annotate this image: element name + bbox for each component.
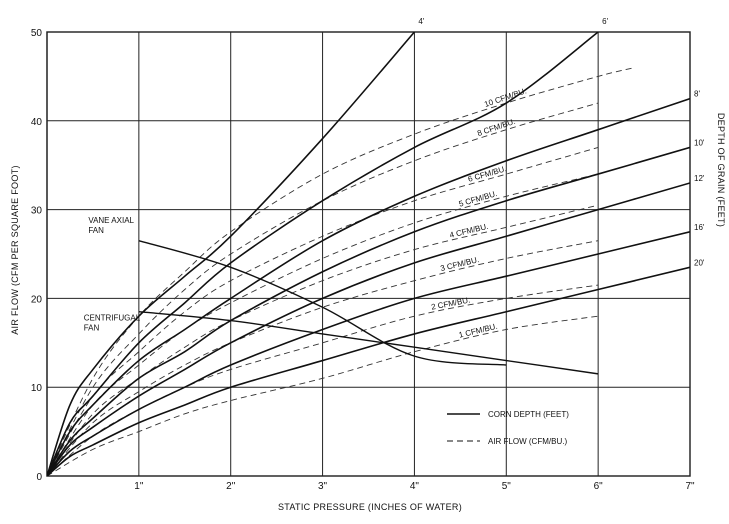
x-tick-label: 1" — [134, 481, 144, 492]
y-tick-label: 20 — [31, 294, 43, 305]
depth-label: 12' — [694, 174, 705, 183]
fan-label-line2: FAN — [84, 324, 100, 333]
depth-curve — [47, 32, 599, 476]
y-tick-label: 40 — [31, 117, 43, 128]
airflow-curve — [47, 204, 599, 476]
airflow-label: 1 CFM/BU. — [458, 322, 499, 340]
depth-label: 6' — [602, 17, 608, 26]
airflow-label: 8 CFM/BU. — [476, 117, 516, 138]
fan-curve — [138, 311, 599, 375]
x-axis-label: STATIC PRESSURE (INCHES OF WATER) — [278, 502, 462, 512]
legend-label: CORN DEPTH (FEET) — [488, 410, 569, 419]
curves — [47, 32, 690, 476]
legend: CORN DEPTH (FEET) AIR FLOW (CFM/BU.) — [447, 410, 569, 446]
depth-curve — [47, 231, 690, 476]
depth-label: 8' — [694, 90, 700, 99]
y2-axis-label: DEPTH OF GRAIN (FEET) — [716, 113, 726, 227]
x-tick-label: 7" — [685, 481, 695, 492]
y-tick-label: 30 — [31, 206, 43, 217]
airflow-curve — [47, 315, 599, 476]
fan-label-line2: FAN — [88, 226, 104, 235]
y-tick-label: 0 — [36, 472, 42, 483]
airflow-label: 4 CFM/BU. — [449, 222, 490, 240]
y-tick-label: 10 — [31, 383, 43, 394]
x-tick-label: 6" — [594, 481, 604, 492]
depth-curve — [47, 182, 690, 476]
airflow-label: 2 CFM/BU. — [430, 295, 471, 311]
legend-label: AIR FLOW (CFM/BU.) — [488, 437, 567, 446]
depth-label: 20' — [694, 258, 705, 267]
y-axis-label: AIR FLOW (CFM PER SQUARE FOOT) — [10, 165, 20, 335]
plot-frame — [46, 31, 691, 477]
airflow-label: 10 CFM/BU. — [483, 86, 528, 109]
x-tick-label: 4" — [410, 481, 420, 492]
depth-curve — [47, 97, 690, 476]
airflow-label: 3 CFM/BU. — [439, 255, 480, 273]
grid — [46, 31, 691, 477]
fan-label: CENTRIFUGAL — [84, 314, 141, 323]
y-tick-label: 50 — [31, 28, 43, 39]
tick-labels: 1" 2" 3" 4" 5" 6" 7" 0 10 20 30 40 50 — [31, 28, 695, 492]
airflow-curve — [47, 67, 635, 476]
x-tick-label: 2" — [226, 481, 236, 492]
fan-curve — [138, 240, 507, 366]
depth-curve — [47, 266, 690, 476]
depth-label: 16' — [694, 223, 705, 232]
x-tick-label: 5" — [502, 481, 512, 492]
depth-curve — [47, 32, 416, 476]
x-tick-label: 3" — [318, 481, 328, 492]
fan-label: VANE AXIAL — [88, 216, 134, 225]
depth-curve — [47, 146, 690, 476]
airflow-curve — [47, 102, 599, 476]
depth-label: 4' — [418, 17, 424, 26]
depth-label: 10' — [694, 138, 705, 147]
airflow-curve — [47, 240, 599, 476]
